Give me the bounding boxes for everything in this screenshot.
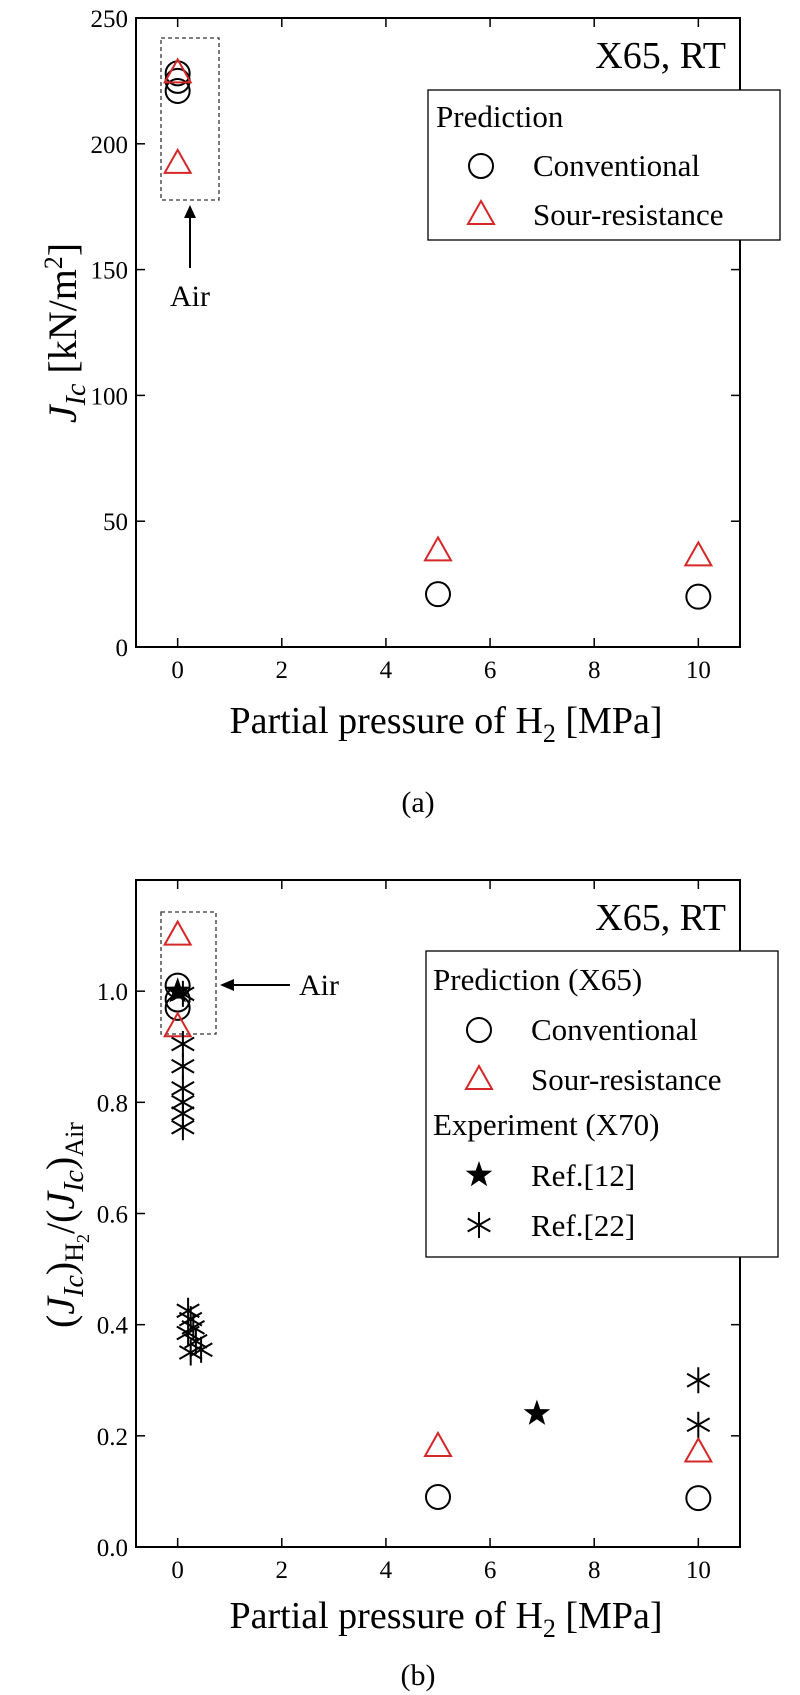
x-axis: 0 2 4 6 8 10	[171, 880, 711, 1584]
point-conventional	[164, 77, 191, 104]
legend-triangle-marker	[466, 198, 496, 225]
point-sour-resistance	[162, 1011, 193, 1038]
panel-caption: (a)	[401, 786, 434, 819]
y-tick-label: 50	[103, 509, 128, 536]
panel-title: X65, RT	[595, 35, 726, 77]
y-axis: 0 50 100 150 200 250	[91, 6, 740, 662]
point-conventional	[425, 581, 451, 608]
legend-label-conventional: Conventional	[531, 1012, 698, 1047]
x-tick-label: 8	[588, 657, 601, 684]
x-tick-label: 8	[588, 1557, 601, 1584]
legend-box	[427, 89, 781, 241]
plot-frame	[135, 17, 741, 648]
x-tick-label: 6	[484, 657, 497, 684]
legend-title: Prediction	[436, 99, 564, 134]
y-tick-label: 0.0	[97, 1535, 128, 1562]
x-axis: 0 2 4 6 8 10	[171, 18, 711, 684]
point-ref-22	[171, 980, 195, 1007]
x-tick-label: 4	[380, 1557, 393, 1584]
legend-group-experiment: Experiment (X70)	[433, 1107, 659, 1142]
legend-group-prediction: Prediction (X65)	[433, 962, 642, 997]
point-sour-resistance	[683, 1436, 714, 1463]
point-ref-12	[523, 1399, 551, 1425]
x-tick-label: 2	[276, 657, 289, 684]
panel-caption: (b)	[401, 1659, 436, 1692]
x-tick-label: 6	[484, 1557, 497, 1584]
point-sour-resistance	[162, 57, 193, 84]
x-tick-label: 0	[171, 657, 184, 684]
legend-asterisk-marker	[467, 1212, 491, 1238]
data-points	[162, 57, 714, 610]
air-annotation: Air	[170, 280, 210, 313]
point-ref-22	[171, 1031, 195, 1057]
x-tick-label: 2	[276, 1557, 289, 1584]
point-sour-resistance	[162, 147, 193, 174]
y-tick-label: 0.6	[97, 1202, 128, 1229]
legend-label-conventional: Conventional	[533, 148, 700, 183]
legend: Prediction Conventional Sour-resistance	[427, 89, 781, 241]
y-axis: 0.0 0.2 0.4 0.6 0.8 1.0	[97, 979, 740, 1562]
point-sour-resistance	[162, 919, 193, 946]
x-tick-label: 0	[171, 1557, 184, 1584]
legend-label-ref12: Ref.[12]	[531, 1158, 635, 1193]
y-axis-label: (JIc)H2/(JIc)Air	[38, 1122, 93, 1328]
legend-asterisk-shape	[467, 1212, 491, 1238]
x-tick-label: 4	[380, 657, 393, 684]
data-points	[162, 919, 714, 1512]
panel-title: X65, RT	[595, 897, 726, 939]
point-sour-resistance	[423, 1430, 453, 1457]
y-tick-label: 1.0	[97, 979, 128, 1006]
y-tick-label: 0	[116, 635, 129, 662]
point-sour-resistance	[423, 535, 453, 562]
point-sour-resistance	[683, 540, 714, 567]
y-axis-label: JIc [kN/m2]	[39, 243, 92, 423]
y-tick-label: 0.2	[97, 1424, 128, 1451]
y-tick-label: 250	[91, 6, 129, 33]
legend-triangle-marker	[464, 1063, 494, 1090]
legend-circle-marker	[466, 1017, 492, 1043]
x-axis-label: Partial pressure of H2 [MPa]	[229, 1595, 662, 1643]
point-conventional	[685, 1485, 712, 1512]
y-tick-label: 0.8	[97, 1090, 128, 1117]
y-tick-label: 0.4	[97, 1313, 129, 1340]
legend: Prediction (X65) Conventional Sour-resis…	[425, 950, 779, 1258]
panel-a: 0 50 100 150 200 250 0 2 4 6 8 10 Air X65, RT Pred…	[39, 6, 781, 819]
legend-label-ref22: Ref.[22]	[531, 1208, 635, 1243]
legend-star-shape	[465, 1161, 493, 1187]
y-tick-label: 100	[91, 383, 129, 410]
air-arrow-head	[184, 205, 196, 218]
air-annotation: Air	[299, 969, 339, 1002]
legend-label-sour-resistance: Sour-resistance	[533, 197, 723, 232]
x-tick-label: 10	[686, 1557, 711, 1584]
point-ref-22	[686, 1367, 711, 1394]
point-ref-22	[171, 1114, 195, 1141]
legend-star-marker	[465, 1161, 493, 1187]
air-dashed-box	[160, 37, 220, 201]
legend-label-sour-resistance: Sour-resistance	[531, 1062, 721, 1097]
x-tick-label: 10	[686, 657, 711, 684]
air-arrow-head	[220, 979, 234, 991]
y-tick-label: 150	[91, 258, 129, 285]
y-tick-label: 200	[91, 132, 129, 159]
point-ref-22	[686, 1411, 711, 1438]
point-conventional	[685, 583, 712, 610]
x-axis-label: Partial pressure of H2 [MPa]	[229, 700, 662, 748]
legend-circle-marker	[468, 153, 494, 179]
point-ref-22	[171, 1053, 195, 1080]
panel-b: 0.0 0.2 0.4 0.6 0.8 1.0 0 2 4 6 8 10 Air X65, RT P…	[38, 879, 779, 1692]
legend-box	[425, 950, 779, 1258]
point-ref-22	[189, 1336, 213, 1363]
point-conventional	[425, 1483, 451, 1510]
